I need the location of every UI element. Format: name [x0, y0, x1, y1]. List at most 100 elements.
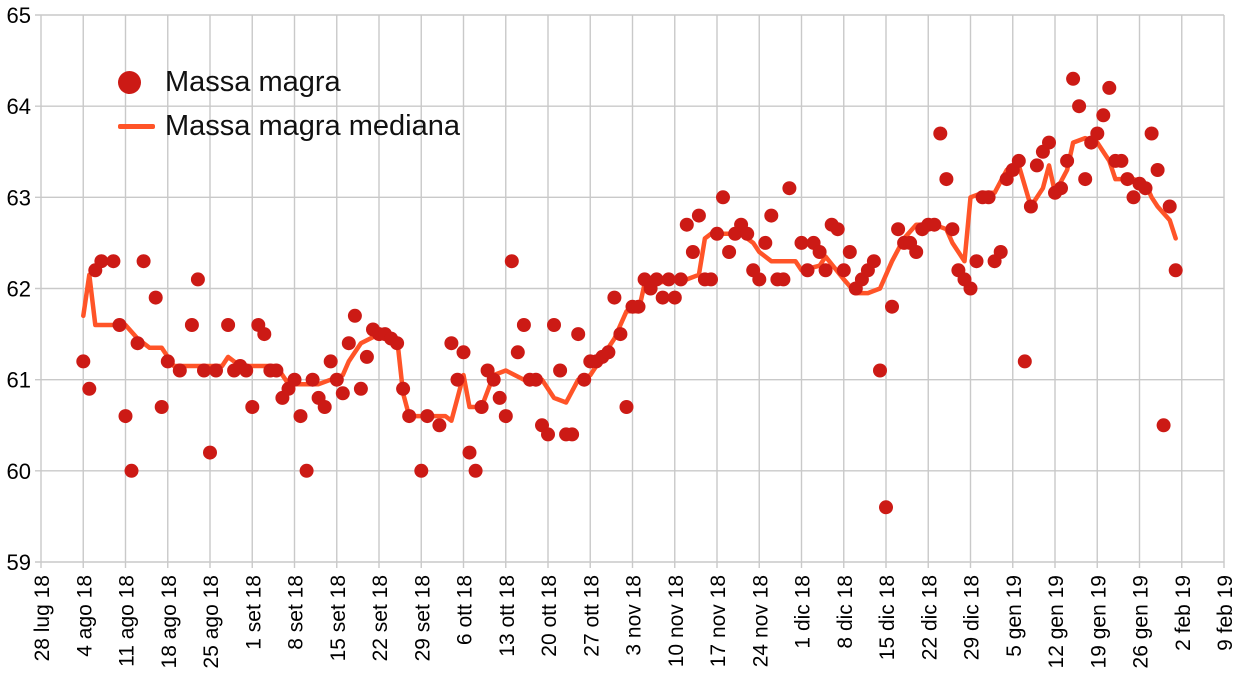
- scatter-point[interactable]: [148, 290, 163, 305]
- scatter-point[interactable]: [607, 290, 622, 305]
- scatter-point[interactable]: [347, 308, 362, 323]
- scatter-point[interactable]: [553, 363, 568, 378]
- scatter-point[interactable]: [317, 400, 332, 414]
- scatter-point[interactable]: [885, 299, 899, 314]
- scatter-point[interactable]: [571, 327, 586, 342]
- scatter-point[interactable]: [547, 318, 561, 332]
- scatter-point[interactable]: [510, 345, 525, 360]
- scatter-point[interactable]: [631, 299, 646, 314]
- scatter-point[interactable]: [1017, 354, 1032, 369]
- scatter-point[interactable]: [245, 400, 260, 414]
- scatter-point[interactable]: [329, 372, 344, 387]
- scatter-point[interactable]: [1072, 99, 1087, 114]
- scatter-point[interactable]: [1162, 199, 1177, 214]
- scatter-point[interactable]: [444, 336, 459, 351]
- legend-item-massa-magra-mediana[interactable]: Massa magra mediana: [118, 104, 460, 148]
- scatter-point[interactable]: [891, 222, 906, 237]
- scatter-point[interactable]: [661, 272, 676, 287]
- scatter-point[interactable]: [1042, 135, 1056, 150]
- scatter-point[interactable]: [184, 318, 199, 332]
- scatter-point[interactable]: [203, 445, 217, 460]
- scatter-point[interactable]: [94, 254, 109, 269]
- scatter-point[interactable]: [836, 263, 851, 278]
- scatter-point[interactable]: [879, 500, 893, 515]
- scatter-point[interactable]: [1102, 80, 1117, 95]
- scatter-point[interactable]: [353, 381, 368, 396]
- scatter-point[interactable]: [305, 372, 320, 387]
- scatter-point[interactable]: [257, 327, 272, 342]
- scatter-point[interactable]: [794, 235, 809, 250]
- scatter-point[interactable]: [1150, 163, 1165, 177]
- scatter-point[interactable]: [722, 245, 737, 259]
- scatter-point[interactable]: [782, 181, 797, 196]
- scatter-point[interactable]: [969, 254, 984, 269]
- scatter-point[interactable]: [1054, 181, 1068, 196]
- scatter-point[interactable]: [136, 254, 151, 269]
- scatter-point[interactable]: [516, 318, 531, 332]
- scatter-point[interactable]: [1078, 172, 1093, 187]
- scatter-point[interactable]: [752, 272, 767, 287]
- scatter-point[interactable]: [927, 217, 942, 232]
- scatter-point[interactable]: [221, 318, 236, 332]
- scatter-point[interactable]: [293, 409, 308, 424]
- scatter-point[interactable]: [402, 409, 417, 424]
- scatter-point[interactable]: [239, 363, 254, 378]
- scatter-point[interactable]: [764, 208, 779, 223]
- scatter-point[interactable]: [486, 372, 501, 387]
- scatter-point[interactable]: [124, 463, 139, 478]
- scatter-point[interactable]: [462, 445, 477, 460]
- scatter-point[interactable]: [450, 372, 465, 387]
- scatter-point[interactable]: [1114, 153, 1129, 168]
- scatter-point[interactable]: [130, 336, 145, 351]
- scatter-point[interactable]: [396, 381, 411, 396]
- scatter-point[interactable]: [673, 272, 688, 287]
- scatter-point[interactable]: [1126, 190, 1141, 205]
- scatter-point[interactable]: [685, 245, 700, 259]
- scatter-point[interactable]: [504, 254, 519, 269]
- scatter-point[interactable]: [76, 354, 91, 369]
- scatter-point[interactable]: [776, 272, 791, 287]
- scatter-point[interactable]: [160, 354, 175, 369]
- scatter-point[interactable]: [299, 463, 314, 478]
- scatter-point[interactable]: [498, 409, 513, 424]
- scatter-point[interactable]: [740, 226, 755, 241]
- scatter-point[interactable]: [866, 254, 881, 269]
- scatter-point[interactable]: [963, 281, 978, 296]
- scatter-point[interactable]: [432, 418, 447, 433]
- scatter-point[interactable]: [1156, 418, 1171, 433]
- scatter-point[interactable]: [577, 372, 592, 387]
- scatter-point[interactable]: [323, 354, 338, 369]
- scatter-point[interactable]: [601, 345, 616, 360]
- scatter-point[interactable]: [1066, 71, 1081, 86]
- scatter-point[interactable]: [613, 327, 628, 342]
- scatter-point[interactable]: [716, 190, 730, 205]
- scatter-point[interactable]: [909, 245, 924, 259]
- scatter-point[interactable]: [420, 409, 435, 424]
- scatter-point[interactable]: [541, 427, 555, 442]
- scatter-point[interactable]: [1011, 153, 1026, 168]
- scatter-point[interactable]: [933, 126, 948, 141]
- scatter-point[interactable]: [112, 318, 127, 332]
- scatter-point[interactable]: [468, 463, 483, 478]
- scatter-point[interactable]: [492, 390, 507, 405]
- scatter-point[interactable]: [691, 208, 706, 223]
- scatter-point[interactable]: [154, 400, 169, 414]
- scatter-point[interactable]: [842, 245, 857, 259]
- scatter-point[interactable]: [649, 272, 664, 287]
- scatter-point[interactable]: [619, 400, 634, 414]
- scatter-point[interactable]: [287, 372, 302, 387]
- scatter-point[interactable]: [667, 290, 682, 305]
- scatter-point[interactable]: [209, 363, 223, 378]
- scatter-point[interactable]: [1090, 126, 1105, 141]
- scatter-point[interactable]: [1023, 199, 1038, 214]
- scatter-point[interactable]: [414, 463, 429, 478]
- scatter-point[interactable]: [981, 190, 996, 205]
- scatter-point[interactable]: [341, 336, 356, 351]
- scatter-point[interactable]: [1029, 158, 1044, 173]
- scatter-point[interactable]: [758, 235, 773, 250]
- scatter-point[interactable]: [456, 345, 471, 360]
- scatter-point[interactable]: [172, 363, 187, 378]
- scatter-point[interactable]: [812, 245, 827, 259]
- scatter-point[interactable]: [679, 217, 694, 232]
